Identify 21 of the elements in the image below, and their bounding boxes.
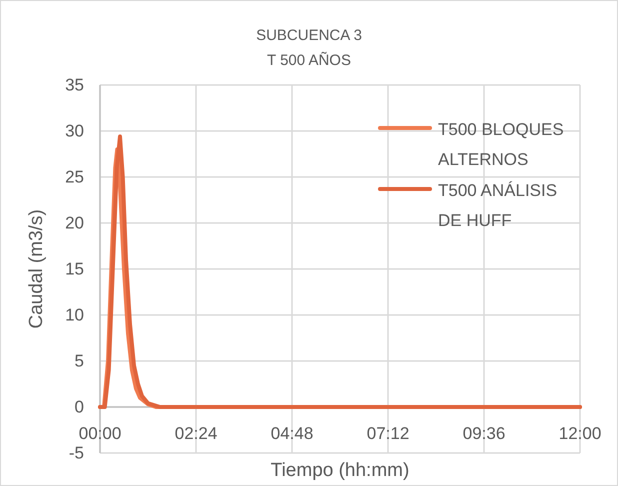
x-tick-label: 12:00	[558, 424, 602, 444]
x-tick-label: 09:36	[462, 424, 506, 444]
y-tick-label: 30	[65, 121, 84, 140]
chart-title: SUBCUENCA 3	[256, 27, 362, 44]
x-tick-label: 04:48	[270, 424, 314, 444]
y-tick-label: 15	[65, 259, 84, 278]
y-axis-title: Caudal (m3/s)	[26, 209, 47, 329]
legend-label: T500 BLOQUES ALTERNOS	[438, 120, 564, 169]
y-tick-label: 10	[65, 305, 84, 324]
chart-subtitle: T 500 AÑOS	[267, 51, 351, 69]
y-tick-label: 20	[65, 213, 84, 232]
x-axis-title: Tiempo (hh:mm)	[270, 460, 410, 481]
y-tick-label: 25	[65, 167, 84, 186]
x-tick-label: 07:12	[366, 424, 410, 444]
x-tick-label: 00:00	[78, 424, 122, 444]
y-tick-label: -5	[68, 443, 84, 462]
legend-label: T500 ANÁLISIS DE HUFF	[438, 181, 558, 230]
y-tick-label: 0	[74, 397, 84, 416]
x-tick-label: 02:24	[174, 424, 218, 444]
y-tick-label: 35	[65, 75, 84, 94]
y-tick-label: 5	[74, 351, 84, 370]
